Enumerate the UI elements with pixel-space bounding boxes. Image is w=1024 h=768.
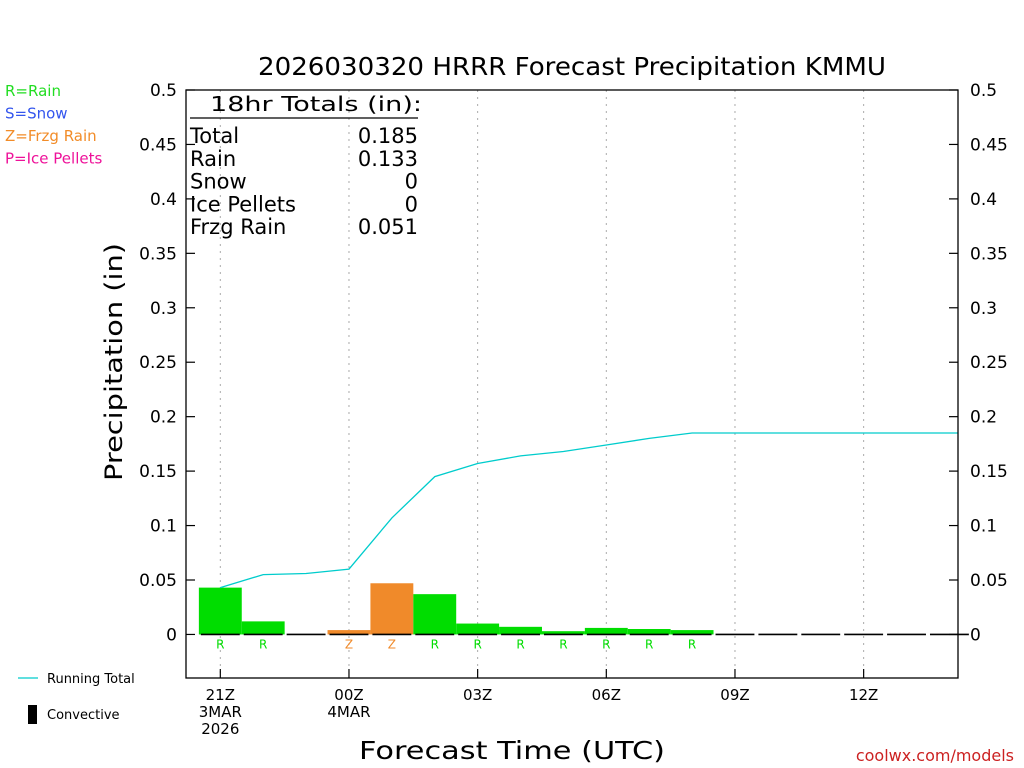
y-tick-label: 0.25 [139,353,177,373]
y-tick-label: 0.15 [139,462,177,482]
bar-type-label: R [431,637,439,651]
precip-bar [627,629,671,635]
y-tick-label: 0.05 [139,571,177,591]
precip-bar [584,627,628,635]
type-legend: R=Rain S=Snow Z=Frzg Rain P=Ice Pellets [5,82,102,168]
bar-type-label: R [259,637,267,651]
y-axis-right: 0 0.05 0.1 0.15 0.2 0.25 0.3 0.35 0.4 0.45 0.5 [949,81,1008,645]
credit-text: coolwx.com/models [856,746,1014,765]
y-tick-label: 0.15 [970,462,1008,482]
totals-row-value: 0 [405,192,418,216]
precip-bar [198,587,242,635]
y-tick-label: 0.05 [970,571,1008,591]
bar-type-label: R [516,637,524,651]
totals-row-value: 0.051 [358,215,418,239]
y-axis-left: 0 0.05 0.1 0.15 0.2 0.25 0.3 0.35 0.4 0.45 0.5 [139,81,195,645]
legend-entry: R=Rain [5,82,61,100]
precip-bar [241,621,285,635]
y-axis-label: Precipitation (in) [100,243,128,481]
x-tick-label: 2026 [201,720,239,738]
y-tick-label: 0.2 [970,408,997,428]
totals-row-label: Total [189,124,239,148]
y-tick-label: 0.1 [150,517,177,537]
x-axis-label: Forecast Time (UTC) [359,736,665,765]
x-tick-label: 09Z [720,686,749,704]
x-tick-label: 00Z [334,686,363,704]
y-tick-label: 0.45 [970,135,1008,155]
y-tick-label: 0.1 [970,517,997,537]
bar-type-label: R [688,637,696,651]
y-tick-label: 0.35 [139,244,177,264]
x-tick-label: 03Z [463,686,492,704]
y-tick-label: 0.35 [970,244,1008,264]
totals-row-label: Rain [190,147,236,171]
bars [198,583,969,636]
plot-frame [185,89,959,679]
totals-row-value: 0.185 [358,124,418,148]
y-tick-label: 0.2 [150,408,177,428]
y-tick-label: 0.4 [150,190,177,210]
precip-bar [541,631,585,635]
bar-type-label: R [559,637,567,651]
legend-entry: P=Ice Pellets [5,150,102,168]
totals-box: 18hr Totals (in): Total 0.185 Rain 0.133 Sno… [189,92,422,239]
chart-title: 2026030320 HRRR Forecast Precipitation K… [258,52,886,81]
bar-type-label: R [216,637,224,651]
convective-legend-swatch [28,705,37,724]
y-tick-label: 0.3 [970,299,997,319]
precip-bar [499,626,542,635]
x-tick-label: 3MAR [199,703,242,721]
precip-bar [327,630,371,635]
y-tick-label: 0 [166,625,177,645]
precip-bar [670,630,714,635]
bar-type-label: R [645,637,653,651]
y-tick-label: 0.5 [150,81,177,101]
y-tick-label: 0.5 [970,81,997,101]
totals-header: 18hr Totals (in): [210,92,422,116]
y-tick-label: 0.4 [970,190,997,210]
x-tick-label: 06Z [592,686,621,704]
y-tick-label: 0.45 [139,135,177,155]
totals-row-value: 0.133 [358,147,418,171]
running-total-line [220,432,958,589]
convective-legend-label: Convective [47,708,120,723]
bar-type-label: Z [345,637,353,651]
running-total-legend-label: Running Total [47,672,135,687]
totals-row-label: Ice Pellets [190,192,296,216]
bar-type-label: R [473,637,481,651]
precip-bar [370,583,414,635]
precip-bar [413,594,457,635]
y-tick-label: 0.25 [970,353,1008,373]
y-tick-label: 0.3 [150,299,177,319]
x-tick-label: 21Z [206,686,235,704]
x-tick-label: 12Z [849,686,878,704]
bar-type-label: R [602,637,610,651]
legend-entry: Z=Frzg Rain [5,127,97,145]
totals-row-label: Snow [190,170,247,194]
x-tick-label: 4MAR [327,703,370,721]
bar-type-label: Z [388,637,396,651]
gridlines [219,90,865,678]
totals-row-label: Frzg Rain [190,215,286,239]
y-tick-label: 0 [970,625,981,645]
legend-entry: S=Snow [5,105,68,123]
totals-row-value: 0 [405,170,418,194]
precip-bar [456,623,500,635]
